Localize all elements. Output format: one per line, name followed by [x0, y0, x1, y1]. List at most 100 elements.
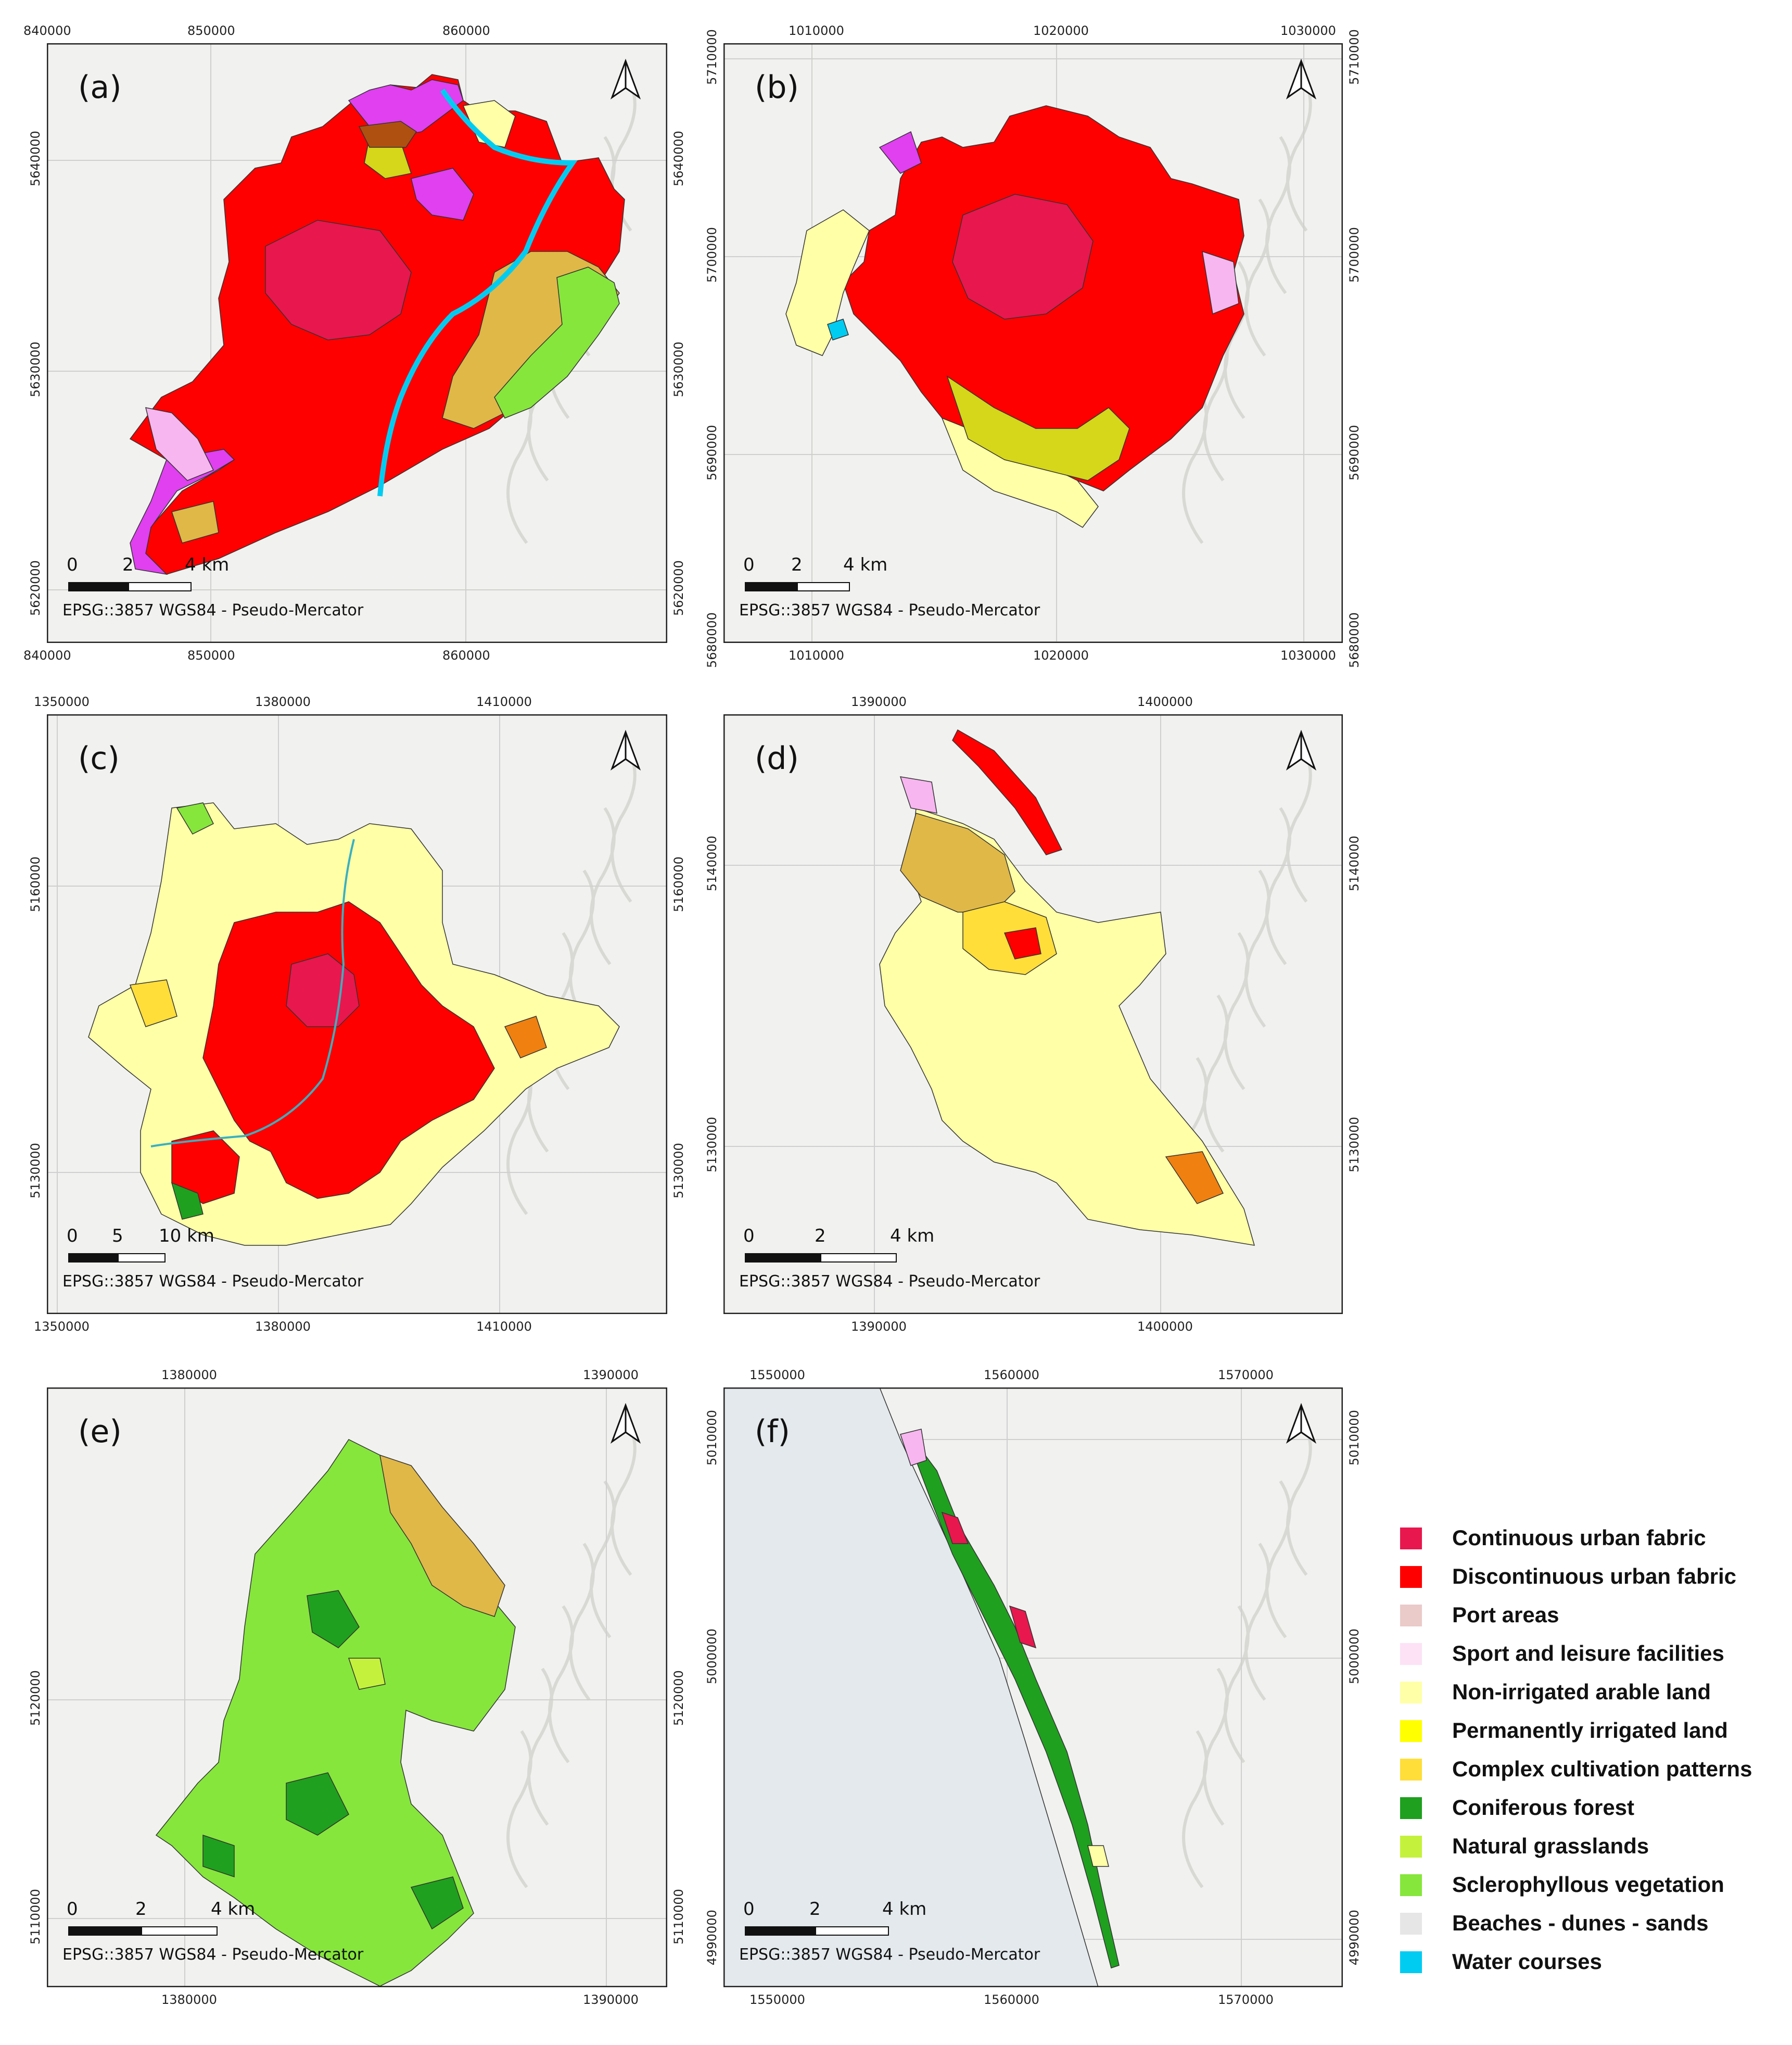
hillshade-line [1265, 136, 1291, 294]
hillshade-line [1265, 1480, 1291, 1638]
legend-swatch [1400, 1605, 1422, 1626]
y-tick-left: 5130000 [705, 1117, 719, 1172]
hillshade-line [611, 1418, 637, 1576]
panel-label: (e) [78, 1413, 122, 1450]
x-tick-top: 860000 [442, 23, 490, 38]
north-arrow-icon [610, 730, 641, 771]
scale-bar [68, 582, 192, 591]
coniferous-forest-patch-2 [286, 1772, 349, 1836]
scale-bar-label: 2 [135, 1899, 147, 1920]
hillshade-line [611, 744, 637, 903]
legend-label: Water courses [1452, 1949, 1602, 1974]
legend-swatch [1400, 1528, 1422, 1549]
hillshade-line [590, 1480, 616, 1638]
hillshade-line [1286, 73, 1312, 232]
scale-bar [745, 582, 850, 591]
scale-bar-label: 2 [122, 554, 134, 575]
y-tick-right: 5110000 [671, 1889, 686, 1945]
map-frame [723, 43, 1343, 643]
crs-label: EPSG::3857 WGS84 - Pseudo-Mercator [739, 601, 1040, 620]
hillshade-line [1182, 386, 1208, 544]
panel-label: (c) [78, 740, 120, 777]
legend-item: Continuous urban fabric [1400, 1525, 1785, 1550]
x-tick-top: 1380000 [161, 1368, 217, 1382]
legend-label: Port areas [1452, 1602, 1559, 1627]
y-tick-left: 5140000 [705, 836, 719, 891]
y-tick-left: 5160000 [28, 856, 43, 912]
legend-swatch [1400, 1566, 1422, 1588]
y-tick-right: 5690000 [1347, 425, 1362, 481]
map-panel-6: (f) 0 2 4 km EPSG::3857 WGS84 - Pseudo-Merca… [705, 1368, 1362, 2007]
hillshade-line [1203, 994, 1229, 1153]
map-canvas [47, 714, 667, 1314]
discontinuous-urban-region [202, 901, 495, 1199]
y-tick-left: 5640000 [28, 131, 43, 186]
y-tick-left: 5680000 [705, 612, 719, 668]
y-tick-right: 5160000 [671, 856, 686, 912]
y-tick-right: 5130000 [1347, 1117, 1362, 1172]
legend-item: Water courses [1400, 1949, 1785, 1974]
x-tick-bottom: 1010000 [789, 648, 844, 663]
coniferous-forest-strip [916, 1449, 1120, 1968]
x-tick-bottom: 1390000 [851, 1319, 907, 1334]
y-tick-left: 5630000 [28, 342, 43, 397]
x-tick-bottom: 1400000 [1137, 1319, 1193, 1334]
hillshade-line [590, 807, 616, 965]
x-tick-bottom: 1350000 [34, 1319, 90, 1334]
legend-item: Permanently irrigated land [1400, 1718, 1785, 1743]
y-tick-left: 5010000 [705, 1410, 719, 1466]
legend-item: Complex cultivation patterns [1400, 1757, 1785, 1782]
y-tick-left: 5620000 [28, 560, 43, 616]
y-tick-left: 5700000 [705, 227, 719, 283]
x-tick-top: 1570000 [1218, 1368, 1274, 1382]
x-tick-top: 1020000 [1033, 23, 1089, 38]
x-tick-bottom: 840000 [23, 648, 71, 663]
map-panel-5: (e) 0 2 4 km EPSG::3857 WGS84 - Pseudo-Merca… [28, 1368, 686, 2007]
x-tick-top: 1400000 [1137, 695, 1193, 709]
x-tick-top: 1550000 [749, 1368, 805, 1382]
x-tick-bottom: 860000 [442, 648, 490, 663]
crs-label: EPSG::3857 WGS84 - Pseudo-Mercator [739, 1272, 1040, 1291]
y-tick-right: 5640000 [671, 131, 686, 186]
continuous-urban-core [265, 220, 412, 340]
continuous-urban-strip-2 [1009, 1605, 1037, 1649]
scale-bar-label: 0 [67, 1899, 78, 1920]
legend-label: Discontinuous urban fabric [1452, 1564, 1737, 1588]
crs-label: EPSG::3857 WGS84 - Pseudo-Mercator [62, 601, 364, 620]
north-arrow-icon [610, 59, 641, 99]
forest-southwest [171, 1182, 204, 1220]
y-tick-left: 5000000 [705, 1629, 719, 1684]
map-panel-3: (c) 0 5 10 km EPSG::3857 WGS84 - Pseudo-Merc… [28, 695, 686, 1334]
legend-swatch [1400, 1643, 1422, 1665]
scale-bar-label: 10 km [159, 1226, 214, 1246]
scale-bar-label: 2 [809, 1899, 821, 1920]
north-arrow-icon [1286, 730, 1317, 771]
map-canvas [723, 1387, 1343, 1987]
map-canvas [723, 714, 1343, 1314]
legend-label: Permanently irrigated land [1452, 1718, 1728, 1743]
magenta-patch-north [879, 131, 922, 174]
legend-label: Complex cultivation patterns [1452, 1757, 1752, 1781]
legend-label: Sport and leisure facilities [1452, 1641, 1724, 1665]
y-tick-right: 5710000 [1347, 29, 1362, 85]
legend-item: Sport and leisure facilities [1400, 1641, 1785, 1666]
river-line [377, 89, 578, 497]
hillshade-line [1224, 932, 1250, 1090]
x-tick-top: 840000 [23, 23, 71, 38]
hillshade-line [506, 1730, 532, 1888]
y-tick-right: 5140000 [1347, 836, 1362, 891]
continuous-urban-strip [941, 1511, 969, 1544]
legend-swatch [1400, 1720, 1422, 1742]
scale-bar [68, 1253, 166, 1263]
hillshade-line [1244, 198, 1270, 357]
legend-item: Non-irrigated arable land [1400, 1680, 1785, 1705]
map-frame [723, 1387, 1343, 1987]
discontinuous-urban-patch [1003, 927, 1041, 960]
y-tick-right: 4990000 [1347, 1910, 1362, 1965]
x-tick-bottom: 1570000 [1218, 1992, 1274, 2007]
legend-item: Discontinuous urban fabric [1400, 1564, 1785, 1589]
map-canvas [47, 43, 667, 643]
orange-patch-east [504, 1016, 547, 1058]
y-tick-left: 5130000 [28, 1143, 43, 1198]
arable-patch-south [1087, 1845, 1109, 1867]
